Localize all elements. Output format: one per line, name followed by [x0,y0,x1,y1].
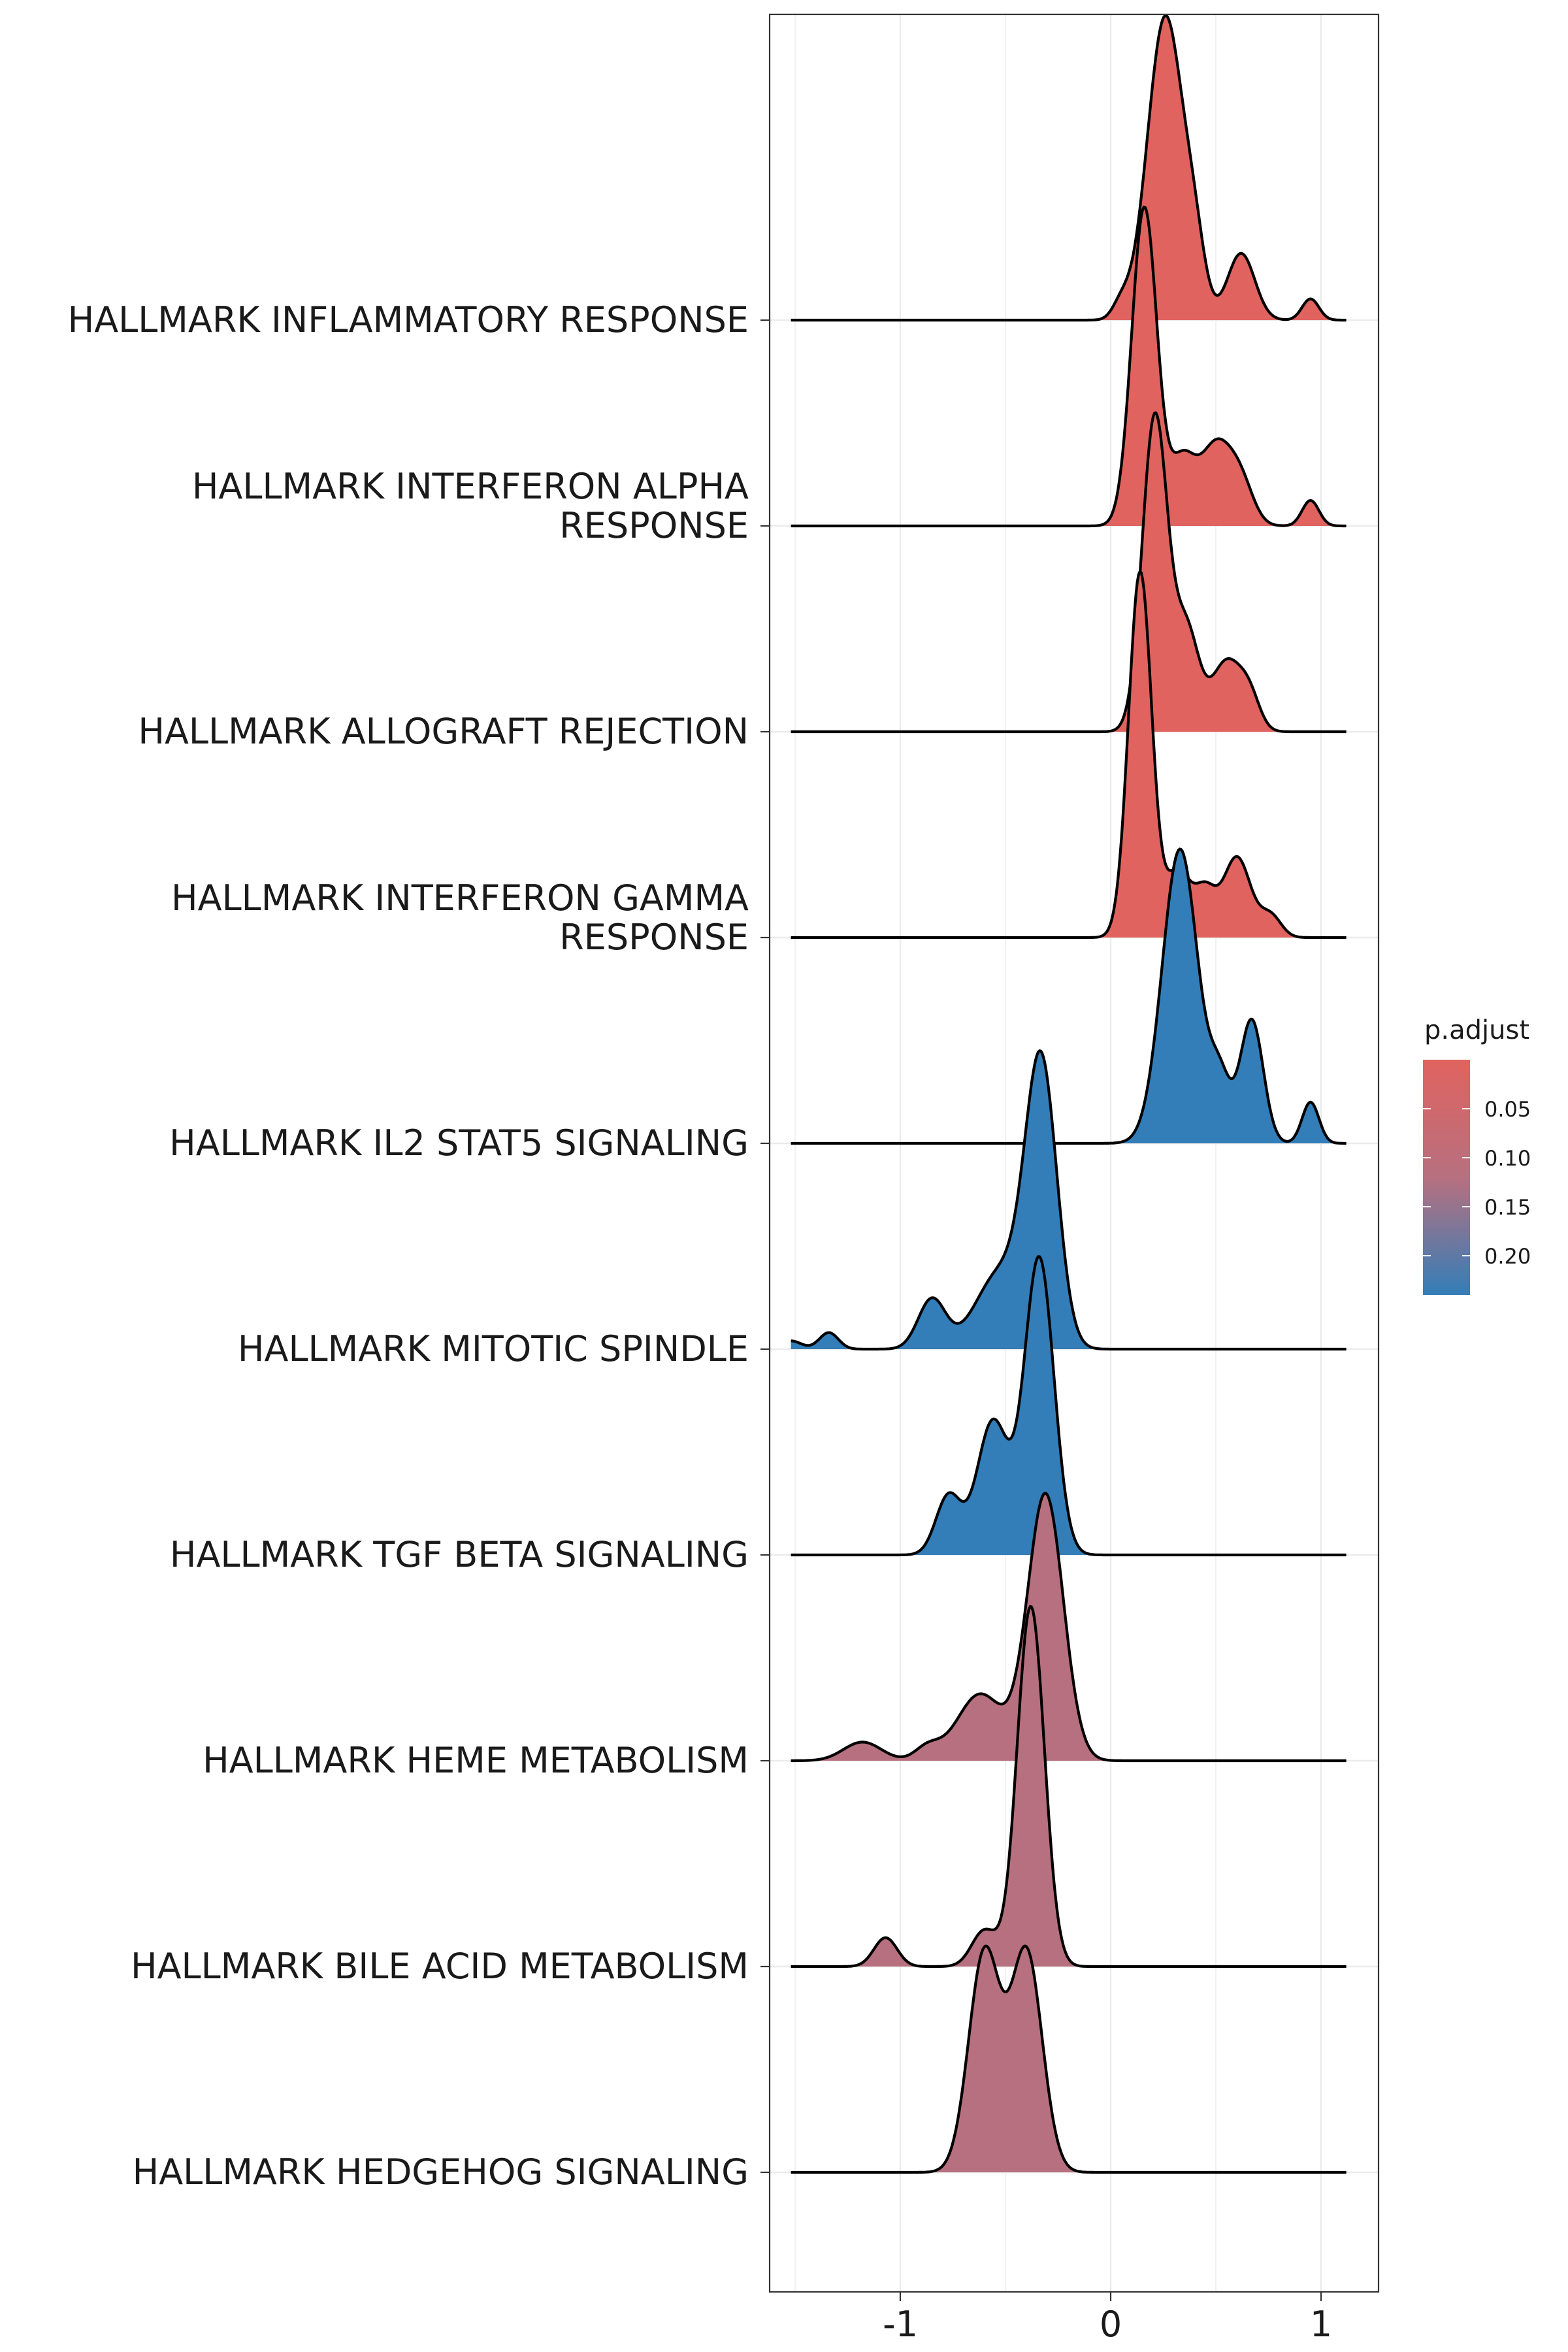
y-tick-label: HALLMARK BILE ACID METABOLISM [131,1946,749,1987]
ridge-4 [791,570,1347,939]
legend-ticks: 0.05 0.10 0.15 0.20 [1423,1097,1531,1269]
x-tick-label: 0 [1100,2304,1122,2345]
panel-border [768,13,1380,2293]
ridge-outline [791,411,1347,734]
ridge-outline [791,1944,1347,2174]
x-axis: -1 0 1 [883,2292,1332,2345]
ridge-8 [791,1492,1347,1763]
legend-tick-label: 0.05 [1484,1097,1531,1122]
ridge-outline [791,847,1347,1145]
legend-title: p.adjust [1424,1015,1529,1045]
ridge-7 [791,1255,1347,1557]
ridge-outline [791,14,1347,322]
x-tick-label: 1 [1310,2304,1332,2345]
legend-tick-label: 0.20 [1484,1244,1531,1269]
ridge-9 [791,1605,1347,1968]
x-tick-label: -1 [883,2304,918,2345]
y-tick-label: HALLMARK ALLOGRAFT REJECTION [138,711,749,752]
y-tick-label: HALLMARK MITOTIC SPINDLE [238,1328,749,1369]
ridge-outline [791,1255,1347,1557]
y-tick-label: HALLMARK HEDGEHOG SIGNALING [133,2151,749,2193]
ridge-6 [791,1049,1347,1351]
ridge-3 [791,411,1347,734]
legend-tick-label: 0.10 [1484,1146,1531,1171]
ridges [791,14,1347,2174]
y-axis: HALLMARK INFLAMMATORY RESPONSE HALLMARK I… [68,299,770,2193]
ridge-outline [791,205,1347,528]
y-tick-label: HALLMARK TGF BETA SIGNALING [170,1534,749,1575]
ridge-10 [791,1944,1347,2174]
y-tick-label: HALLMARK INTERFERON GAMMA [171,877,749,919]
y-tick-label: HALLMARK HEME METABOLISM [203,1740,749,1781]
y-tick-label: HALLMARK IL2 STAT5 SIGNALING [169,1122,749,1164]
ridge-outline [791,1605,1347,1968]
ridge-fill [791,1493,1347,1761]
y-tick-label: RESPONSE [559,505,749,546]
ridge-5 [791,847,1347,1145]
ridge-outline [791,570,1347,939]
legend-colorbar [1423,1060,1470,1295]
ridge-2 [791,205,1347,528]
ridge-fill [791,849,1347,1143]
y-tick-label: HALLMARK INFLAMMATORY RESPONSE [68,299,749,340]
panel-background [770,14,1379,2292]
legend-tick-label: 0.15 [1484,1195,1531,1220]
y-tick-label: HALLMARK INTERFERON ALPHA [192,466,749,507]
ridge-1 [791,14,1347,322]
legend: p.adjust 0.05 0.10 0.15 0.20 [1423,1015,1531,1295]
ridge-outline [791,1049,1347,1351]
ridge-outline [791,1492,1347,1763]
y-tick-label: RESPONSE [559,917,749,958]
